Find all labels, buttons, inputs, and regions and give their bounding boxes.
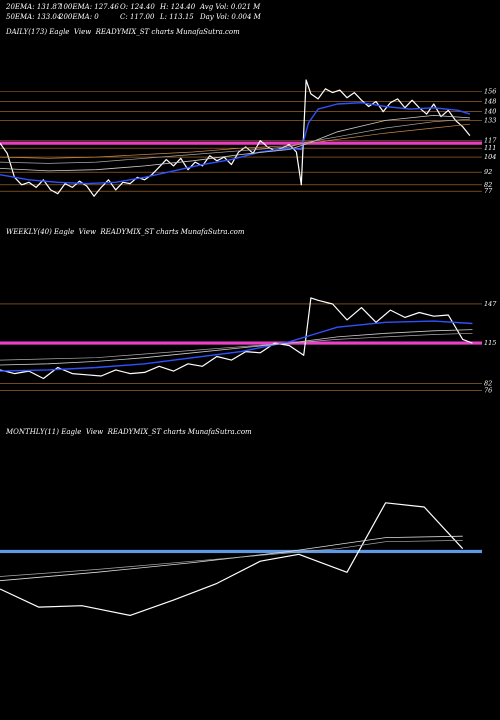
y-tick-label: 82 bbox=[484, 379, 492, 387]
avg-vol-label: Avg Vol: 0.021 M bbox=[200, 3, 261, 11]
monthly-chart bbox=[0, 502, 482, 617]
close-label: C: 117.00 bbox=[120, 13, 155, 21]
series-ema50 bbox=[0, 540, 463, 577]
ema50-label: 50EMA: 133.04 bbox=[6, 13, 62, 21]
y-tick-label: 147 bbox=[484, 300, 497, 308]
monthly-panel-title: MONTHLY(11) Eagle View READYMIX_ST chart… bbox=[6, 428, 252, 436]
y-tick-label: 104 bbox=[484, 153, 496, 161]
highlight-band bbox=[0, 141, 482, 145]
series-price bbox=[0, 297, 473, 380]
open-label: O: 124.40 bbox=[120, 3, 155, 11]
series-ema50 bbox=[0, 329, 473, 366]
series-ema100 bbox=[0, 332, 473, 361]
highlight-band bbox=[0, 341, 482, 345]
low-label: L: 113.15 bbox=[160, 13, 194, 21]
y-tick-label: 82 bbox=[484, 181, 492, 189]
series-ema100 bbox=[0, 118, 470, 164]
ema200-label: 200EMA: 0 bbox=[59, 13, 99, 21]
high-label: H: 124.40 bbox=[160, 3, 196, 11]
y-tick-label: 77 bbox=[484, 187, 493, 195]
weekly-panel-title: WEEKLY(40) Eagle View READYMIX_ST charts… bbox=[6, 228, 245, 236]
series-price bbox=[0, 79, 471, 197]
day-vol-label: Day Vol: 0.004 M bbox=[200, 13, 261, 21]
daily-panel-title: DAILY(173) Eagle View READYMIX_ST charts… bbox=[6, 28, 240, 36]
y-tick-label: 117 bbox=[484, 137, 497, 145]
y-tick-label: 115 bbox=[484, 339, 496, 347]
highlight-band bbox=[0, 549, 482, 554]
series-ema20 bbox=[0, 101, 471, 185]
ema100-label: 100EMA: 127.46 bbox=[59, 3, 119, 11]
y-tick-label: 140 bbox=[484, 108, 496, 116]
y-tick-label: 133 bbox=[484, 116, 496, 124]
y-tick-label: 156 bbox=[484, 87, 496, 95]
y-tick-label: 148 bbox=[484, 97, 496, 105]
y-tick-label: 111 bbox=[484, 144, 496, 152]
ema20-label: 20EMA: 131.87 bbox=[6, 3, 62, 11]
series-price bbox=[0, 502, 464, 617]
y-tick-label: 92 bbox=[484, 168, 492, 176]
y-tick-label: 76 bbox=[484, 387, 492, 395]
series-ema50 bbox=[0, 115, 470, 172]
series-ema200 bbox=[0, 123, 470, 159]
series-ema20 bbox=[0, 535, 463, 582]
series-ema20 bbox=[0, 320, 473, 372]
